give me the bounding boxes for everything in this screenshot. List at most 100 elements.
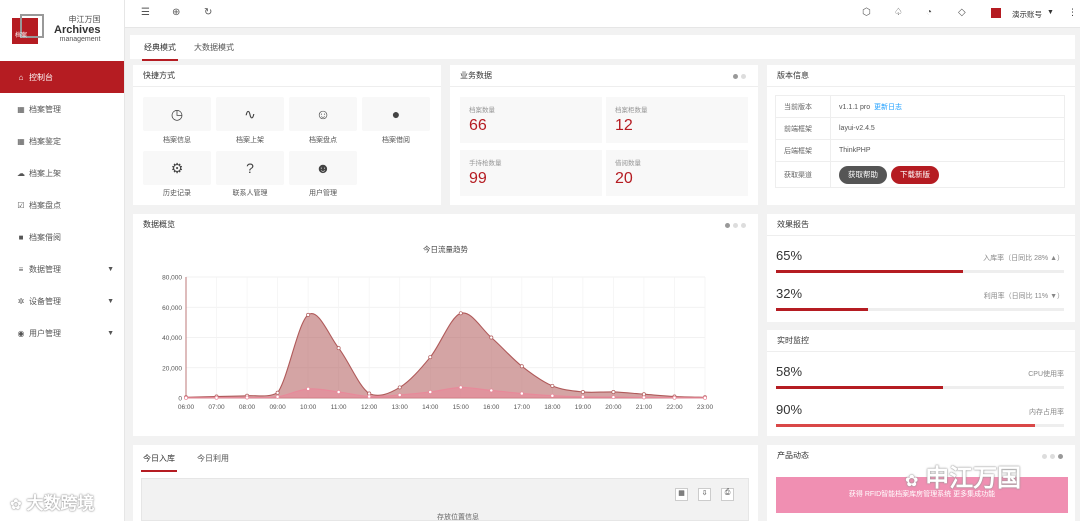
- data-point: [489, 388, 494, 393]
- export-icon[interactable]: ⇩: [698, 488, 711, 501]
- data-point: [458, 385, 463, 390]
- tab-bigdata[interactable]: 大数据模式: [194, 43, 234, 52]
- quick-title: 快捷方式: [133, 65, 441, 87]
- tab-today-inbound[interactable]: 今日入库: [141, 454, 177, 472]
- sidebar-item-label: 设备管理: [29, 296, 61, 306]
- traffic-chart: 今日流量趋势 0 20,000 40,000 60,000 80,000 06:00 07:0…: [162, 244, 713, 411]
- topbar: ☰ ⊕ ↻ ⬡ ♤ ◔ ◇ 演示账号 ▼ ⋮: [125, 0, 1080, 28]
- sidebar-item-user-manage[interactable]: ◉ 用户管理 ▼: [0, 317, 124, 349]
- grid-icon: ▦: [17, 104, 25, 114]
- quick-item-archive-info[interactable]: ◷: [143, 97, 211, 131]
- metric-caption: 内存占用率: [1029, 409, 1064, 416]
- data-point: [397, 393, 402, 397]
- metric-pct: 32%: [776, 286, 803, 301]
- version-table: 当前版本 v1.1.1 pro 更新日志 前端框架 layui-v2.4.5 后端框…: [775, 95, 1065, 188]
- columns-icon[interactable]: ▦: [675, 488, 688, 501]
- quick-item-archive-shelve[interactable]: ∿: [216, 97, 284, 131]
- sidebar-item-label: 用户管理: [29, 328, 61, 338]
- business-card: 业务数据 档案数量 66 档案柜数量 12 手持枪数量 99 借阅数量 20: [450, 65, 758, 205]
- stat-value: 66: [469, 117, 487, 134]
- sidebar-item-archive-borrow[interactable]: ■ 档案借阅: [0, 221, 124, 253]
- chevron-down-icon: ▼: [107, 329, 114, 337]
- progress-fill: [776, 308, 869, 311]
- table-column-header: 存放位置信息: [437, 514, 479, 521]
- carousel-dots[interactable]: [725, 223, 746, 228]
- carousel-dots[interactable]: [1042, 454, 1063, 459]
- changelog-link[interactable]: 更新日志: [874, 103, 903, 111]
- x-tick-label: 15:00: [453, 404, 470, 411]
- database-icon: ≡: [18, 264, 24, 274]
- logo-cn: 申江万国: [68, 15, 101, 25]
- chevron-down-icon: ▼: [107, 265, 114, 273]
- bell-icon[interactable]: ♤: [894, 7, 903, 18]
- cloud-upload-icon: ☁: [17, 168, 25, 178]
- sidebar-item-data-manage[interactable]: ≡ 数据管理 ▼: [0, 253, 124, 285]
- sidebar-item-archive-manage[interactable]: ▦ 档案管理: [0, 93, 124, 125]
- x-tick-label: 19:00: [575, 404, 592, 411]
- x-tick-label: 18:00: [544, 404, 561, 411]
- sidebar-item-label: 控制台: [29, 72, 53, 82]
- data-point: [550, 393, 555, 398]
- x-tick-label: 21:00: [636, 404, 653, 411]
- more-icon[interactable]: ⋮: [1068, 7, 1077, 17]
- logo-mark: 档案: [12, 14, 44, 46]
- table-toolbar: ▦ ⇩ ⎙ 存放位置信息: [141, 478, 749, 521]
- tag-icon[interactable]: ◇: [958, 7, 966, 18]
- data-point: [275, 394, 280, 399]
- data-point: [611, 389, 616, 394]
- stat-label: 档案数量: [469, 107, 495, 114]
- overview-card: 数据概览 今日流量趋势 0 20,000 40,000 60,000 80,000 06:0…: [133, 214, 758, 436]
- chevron-down-icon[interactable]: ▼: [1047, 9, 1054, 16]
- get-help-button[interactable]: 获取帮助: [839, 165, 887, 184]
- watermark-text: 申江万国: [925, 465, 1022, 492]
- version-key: 后端框架: [775, 139, 831, 162]
- sidebar-item-device-manage[interactable]: ✲ 设备管理 ▼: [0, 285, 124, 317]
- y-tick-label: 60,000: [162, 305, 182, 312]
- metric-caption: 入库率（日同比 28% ▲）: [983, 255, 1064, 262]
- home-icon: ⌂: [18, 72, 24, 82]
- metric-pct: 90%: [776, 402, 803, 417]
- sidebar-item-archive-inventory[interactable]: ☑ 档案盘点: [0, 189, 124, 221]
- series-area: [186, 312, 705, 398]
- version-value: layui-v2.4.5: [830, 117, 1065, 140]
- data-point: [306, 386, 311, 391]
- y-tick-label: 40,000: [162, 335, 182, 342]
- quick-item-contacts[interactable]: ?: [216, 151, 284, 185]
- logo[interactable]: 档案 申江万国 Archives management: [0, 0, 124, 60]
- sidebar-item-label: 档案盘点: [29, 200, 61, 210]
- gear-icon: ⚙: [170, 159, 184, 176]
- print-icon[interactable]: ⎙: [721, 488, 734, 501]
- sidebar-item-archive-appraise[interactable]: ▦ 档案鉴定: [0, 125, 124, 157]
- tab-classic[interactable]: 经典模式: [142, 43, 178, 61]
- quick-label: 历史记录: [163, 190, 191, 197]
- quick-item-history[interactable]: ⚙: [143, 151, 211, 185]
- dashboard-icon[interactable]: ◔: [926, 7, 933, 18]
- x-tick-label: 17:00: [514, 404, 531, 411]
- data-point: [184, 395, 188, 400]
- version-value: v1.1.1 pro: [839, 103, 871, 111]
- x-tick-label: 12:00: [361, 404, 378, 411]
- mode-tabs: 经典模式 大数据模式: [130, 35, 1075, 61]
- avatar[interactable]: [991, 8, 1001, 18]
- globe-icon[interactable]: ⊕: [172, 7, 181, 18]
- carousel-dots[interactable]: [733, 74, 746, 79]
- menu-toggle-icon[interactable]: ☰: [141, 7, 150, 18]
- product-banner[interactable]: 获得 RFID智能档案库房管理系统 更多集成功能: [776, 477, 1068, 513]
- sidebar-item-archive-shelve[interactable]: ☁ 档案上架: [0, 157, 124, 189]
- quick-item-users[interactable]: ☻: [289, 151, 357, 185]
- tab-today-usage[interactable]: 今日利用: [197, 454, 229, 463]
- overview-title: 数据概览: [143, 220, 175, 229]
- series-area: [186, 387, 705, 398]
- download-button[interactable]: 下载新版: [891, 165, 939, 184]
- x-tick-label: 22:00: [666, 404, 683, 411]
- package-icon[interactable]: ⬡: [862, 7, 871, 18]
- chevron-down-icon: ▼: [107, 297, 114, 305]
- sidebar-item-dashboard[interactable]: ⌂ 控制台: [0, 61, 124, 93]
- refresh-icon[interactable]: ↻: [204, 7, 213, 18]
- quick-item-archive-inventory[interactable]: ☺: [289, 97, 357, 131]
- data-point: [275, 390, 280, 395]
- version-card: 版本信息 当前版本 v1.1.1 pro 更新日志 前端框架 layui-v2.4.…: [767, 65, 1075, 205]
- quick-item-archive-borrow[interactable]: ●: [362, 97, 430, 131]
- x-tick-label: 13:00: [392, 404, 409, 411]
- account-name[interactable]: 演示账号: [1012, 10, 1042, 19]
